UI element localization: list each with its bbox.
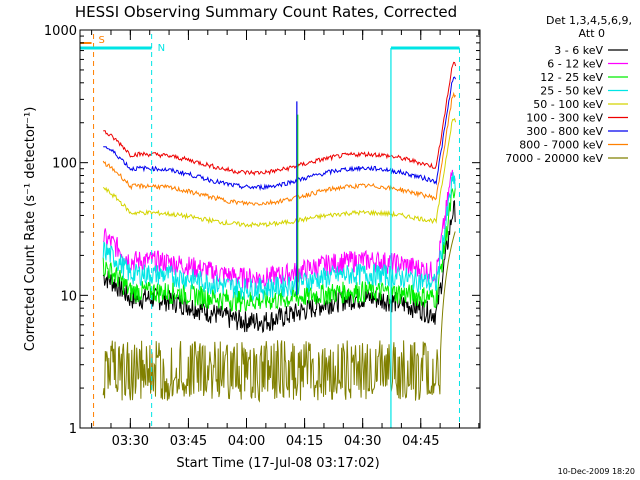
x-tick-label: 04:15	[286, 434, 323, 449]
series-line	[102, 91, 457, 206]
x-tick-label: 04:45	[402, 434, 439, 449]
legend-entry-label: 6 - 12 keV	[547, 58, 603, 71]
legend-header-2: Att 0	[579, 27, 605, 40]
overlay-layer: SN	[80, 34, 460, 428]
y-tick-label: 1000	[44, 24, 77, 39]
legend-entry-label: 25 - 50 keV	[540, 85, 603, 98]
series-layer	[102, 61, 457, 403]
legend-entry-label: 800 - 7000 keV	[519, 139, 603, 152]
timestamp: 10-Dec-2009 18:20	[558, 467, 635, 476]
legend-header-1: Det 1,3,4,5,6,9,	[546, 14, 632, 27]
x-axis-label: Start Time (17-Jul-08 03:17:02)	[176, 456, 379, 471]
series-line	[102, 117, 457, 229]
chart-title: HESSI Observing Summary Count Rates, Cor…	[75, 3, 457, 21]
legend-entry-label: 12 - 25 keV	[540, 71, 603, 84]
x-tick-label: 04:30	[344, 434, 381, 449]
legend-entry-label: 300 - 800 keV	[526, 125, 603, 138]
series-line	[103, 61, 457, 176]
y-tick-label: 100	[52, 157, 77, 172]
x-tick-label: 04:00	[228, 434, 265, 449]
y-tick-label: 10	[60, 289, 77, 304]
series-line	[103, 76, 457, 192]
legend-entry-label: 50 - 100 keV	[533, 98, 603, 111]
legend-entry-label: 100 - 300 keV	[526, 112, 603, 125]
series-line	[102, 231, 456, 403]
y-tick-label: 1	[69, 422, 77, 437]
series-line	[102, 169, 456, 290]
y-axis-label: Corrected Count Rate (s⁻¹ detector⁻¹)	[23, 107, 38, 352]
x-tick-label: 03:30	[112, 434, 149, 449]
legend-entry-label: 3 - 6 keV	[554, 44, 603, 57]
axis-layer: 1 10 100 1000 03:30 03:45 04:00 04:15 04:30 04:45	[44, 24, 480, 449]
night-label: N	[158, 43, 165, 54]
legend-entry-label: 7000 - 20000 keV	[505, 152, 603, 165]
series-line	[102, 172, 456, 302]
plot-frame	[79, 29, 481, 429]
saa-label: S	[99, 35, 105, 46]
x-tick-label: 03:45	[170, 434, 207, 449]
